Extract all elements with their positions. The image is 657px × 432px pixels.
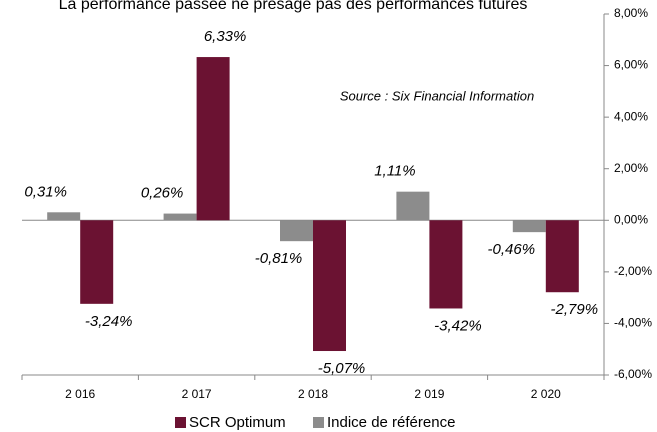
value-label: 0,31% bbox=[24, 183, 67, 200]
y-tick-label: -6,00% bbox=[614, 367, 652, 381]
value-label: 6,33% bbox=[204, 28, 247, 45]
y-tick-label: 8,00% bbox=[614, 6, 648, 20]
legend-label: Indice de référence bbox=[327, 414, 455, 431]
y-tick-label: -4,00% bbox=[614, 316, 652, 330]
value-label: -0,46% bbox=[488, 241, 536, 258]
value-label: -5,07% bbox=[318, 360, 366, 377]
value-label: -3,24% bbox=[85, 313, 133, 330]
y-tick-label: -2,00% bbox=[614, 264, 652, 278]
bar bbox=[512, 220, 546, 233]
bar bbox=[313, 220, 346, 352]
bar bbox=[429, 220, 463, 309]
x-tick-label: 2 019 bbox=[414, 387, 444, 401]
annotation: Source : Six Financial Information bbox=[340, 88, 534, 103]
x-tick-label: 2 020 bbox=[531, 387, 561, 401]
bar bbox=[196, 57, 230, 221]
chart-title: La performance passée ne présage pas des… bbox=[59, 0, 528, 13]
bar bbox=[47, 212, 81, 221]
value-label: 1,11% bbox=[374, 163, 415, 180]
y-tick-label: 4,00% bbox=[614, 109, 648, 123]
x-tick-label: 2 018 bbox=[298, 387, 328, 401]
y-tick-label: 2,00% bbox=[614, 161, 648, 175]
legend-label: SCR Optimum bbox=[189, 414, 286, 431]
x-tick-label: 2 016 bbox=[65, 387, 95, 401]
bar bbox=[163, 213, 197, 221]
value-label: -0,81% bbox=[255, 250, 303, 267]
x-tick-label: 2 017 bbox=[182, 387, 212, 401]
value-label: 0,26% bbox=[141, 185, 184, 202]
legend-swatch bbox=[313, 417, 324, 428]
bar bbox=[545, 220, 579, 293]
value-label: -2,79% bbox=[551, 301, 599, 318]
bar bbox=[80, 220, 114, 304]
bar bbox=[280, 220, 313, 242]
value-label: -3,42% bbox=[434, 317, 482, 334]
y-tick-label: 0,00% bbox=[614, 212, 648, 226]
y-tick-label: 6,00% bbox=[614, 58, 648, 72]
bar bbox=[396, 191, 430, 221]
legend-swatch bbox=[175, 417, 186, 428]
